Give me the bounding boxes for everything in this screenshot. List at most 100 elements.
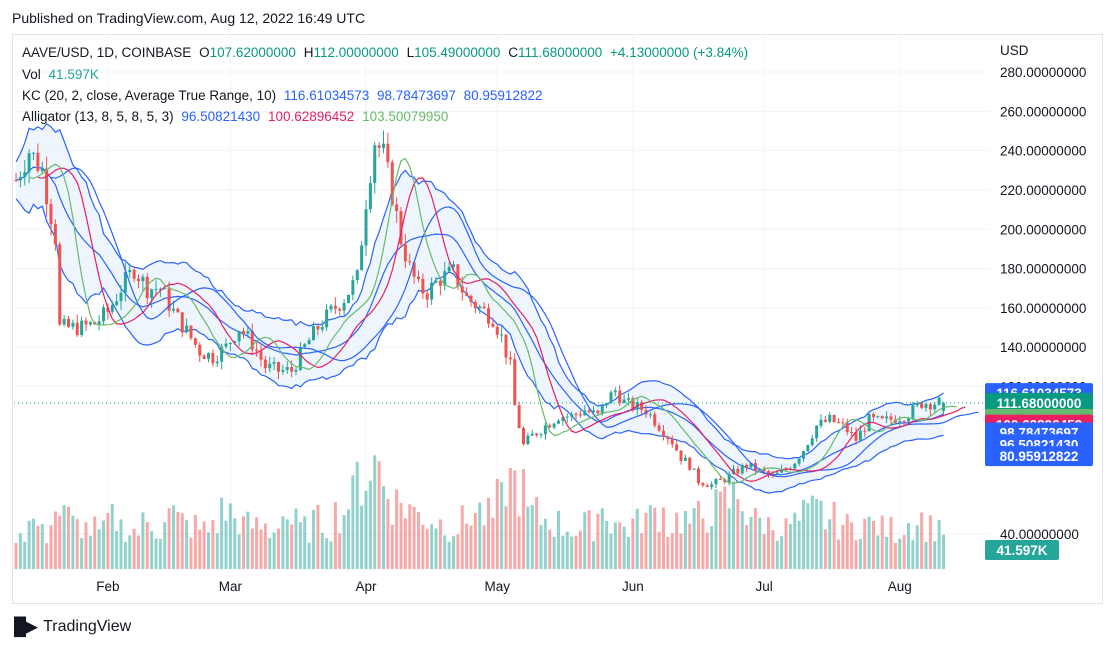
footer-brand[interactable]: █▶ TradingView	[14, 617, 131, 637]
candle-body	[220, 346, 224, 362]
volume-bar	[185, 520, 189, 569]
x-tick-label: Feb	[96, 579, 119, 594]
volume-bar	[58, 515, 62, 569]
candle-body	[49, 204, 53, 225]
volume-bar	[377, 461, 381, 569]
volume-legend[interactable]: Vol 41.597K	[22, 67, 103, 82]
candle-body	[185, 325, 189, 333]
candle-body	[312, 326, 315, 341]
volume-bar	[137, 535, 140, 569]
volume-bar	[815, 499, 819, 569]
candle-body	[911, 405, 915, 419]
candle-body	[425, 293, 429, 300]
alligator-legend[interactable]: Alligator (13, 8, 5, 8, 5, 3) 96.5082143…	[22, 109, 452, 124]
candle-body	[342, 302, 346, 311]
volume-bar	[732, 481, 735, 569]
volume-bar	[767, 517, 770, 569]
candle-body	[268, 363, 272, 369]
candle-body	[390, 162, 394, 205]
candle-body	[473, 302, 477, 309]
volume-bar	[250, 528, 254, 569]
candle-body	[443, 271, 447, 286]
candle-body	[237, 331, 241, 342]
volume-bar	[933, 541, 937, 569]
kc-lower-value: 80.95912822	[463, 88, 543, 103]
low-label: L105.49000000	[406, 45, 501, 60]
candle-body	[102, 307, 105, 322]
volume-bar	[443, 535, 447, 569]
candle-body	[561, 417, 565, 421]
candle-body	[67, 318, 70, 327]
volume-bar	[40, 524, 44, 569]
volume-bar	[438, 519, 442, 569]
candle-body	[653, 414, 657, 426]
volume-bar	[727, 508, 731, 569]
candle-body	[465, 292, 469, 296]
volume-bar	[421, 524, 425, 569]
volume-bar	[701, 518, 705, 569]
volume-bar	[193, 515, 197, 569]
volume-bar	[828, 519, 832, 569]
volume-bar	[653, 507, 657, 569]
candle-body	[780, 469, 784, 473]
kc-legend[interactable]: KC (20, 2, close, Average True Range, 10…	[22, 88, 546, 103]
volume-bar	[942, 534, 945, 569]
candle-body	[18, 177, 22, 181]
volume-bar	[62, 505, 66, 569]
candle-body	[338, 308, 342, 311]
volume-bar	[49, 525, 53, 569]
volume-bar	[688, 523, 692, 569]
candle-body	[399, 211, 403, 245]
volume-bar	[806, 503, 810, 569]
candle-body	[145, 276, 149, 299]
volume-bar	[67, 506, 70, 569]
candle-body	[732, 468, 735, 474]
candle-body	[250, 331, 254, 350]
volume-bar	[837, 539, 840, 569]
volume-bar	[215, 533, 219, 569]
candle-body	[513, 359, 517, 406]
candle-body	[832, 414, 836, 423]
volume-bar	[644, 512, 648, 569]
volume-bar	[535, 497, 539, 569]
candle-body	[631, 398, 635, 410]
candle-body	[141, 276, 145, 282]
volume-label-box	[985, 540, 1059, 560]
candle-body	[928, 404, 932, 410]
volume-bar	[530, 504, 534, 569]
volume-bar	[373, 455, 377, 569]
volume-bar	[692, 508, 696, 569]
high-label: H112.00000000	[303, 45, 399, 60]
candle-body	[802, 451, 805, 459]
teeth-value: 100.62896452	[267, 109, 355, 124]
volume-bar	[797, 520, 801, 569]
y-tick-label: 240.00000000	[1000, 144, 1086, 159]
volume-bar	[320, 532, 324, 569]
candle-body	[176, 308, 180, 313]
candle-body	[583, 410, 587, 416]
candle-body	[622, 399, 626, 403]
candle-body	[666, 436, 670, 440]
volume-value: 41.597K	[48, 67, 99, 82]
candle-body	[71, 322, 75, 327]
kc-basis-value: 98.78473697	[377, 88, 456, 103]
candle-body	[924, 404, 928, 408]
volume-bar	[618, 522, 622, 569]
volume-bar	[539, 525, 543, 569]
volume-bar	[97, 529, 101, 569]
volume-bar	[465, 523, 469, 569]
volume-bar	[312, 509, 315, 569]
candle-body	[189, 325, 193, 339]
volume-bar	[583, 512, 587, 569]
price-label-box	[985, 446, 1093, 467]
tradingview-logo-icon: █▶	[14, 617, 38, 636]
volume-bar	[115, 531, 119, 569]
volume-bar	[325, 538, 329, 569]
candle-body	[736, 468, 740, 474]
volume-bar	[158, 538, 162, 569]
candle-body	[942, 402, 945, 411]
symbol-label[interactable]: AAVE/USD, 1D, COINBASE	[22, 45, 192, 60]
candle-body	[88, 322, 92, 325]
volume-bar	[290, 524, 294, 569]
